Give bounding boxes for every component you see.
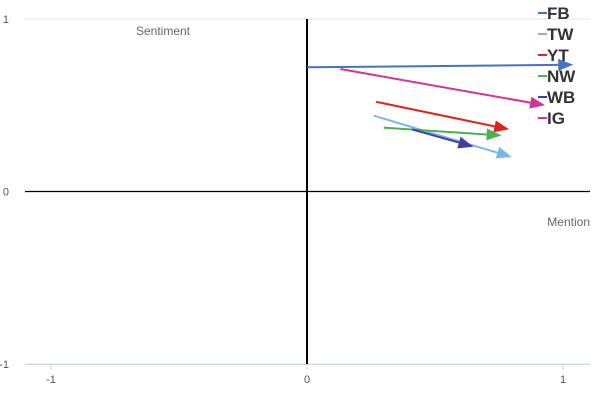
legend-label: FB [547, 4, 570, 23]
vector-arrowhead [493, 120, 510, 133]
x-tick-label: 1 [560, 374, 566, 386]
y-axis-title: Sentiment [136, 24, 191, 38]
legend-label: TW [547, 25, 574, 44]
x-tick-label: 0 [304, 374, 310, 386]
vector-yt [375, 100, 510, 133]
vector-tw [373, 114, 512, 159]
legend-label: IG [547, 109, 565, 128]
vector-series [306, 58, 574, 159]
vector-arrowhead [495, 146, 512, 159]
vector-line [306, 63, 559, 69]
vector-fb [306, 58, 574, 71]
x-tick-label: -1 [46, 374, 56, 386]
legend-item: IG [538, 109, 565, 128]
y-tick-label: -1 [0, 359, 9, 371]
vector-arrowhead [486, 128, 502, 141]
vector-line [340, 68, 531, 104]
legend: FB TW YT NW WB IG [538, 4, 576, 128]
vector-line [375, 100, 495, 128]
vector-wb [411, 128, 474, 149]
axes [25, 19, 590, 365]
tick-labels: -1 0 1 1 0 -1 [0, 14, 566, 386]
legend-item: FB [538, 4, 570, 23]
legend-item: TW [538, 25, 574, 44]
vector-ig [340, 68, 546, 109]
vector-line [373, 114, 498, 154]
vector-arrowhead [558, 58, 574, 71]
y-tick-label: 1 [3, 14, 9, 26]
legend-item: NW [538, 67, 576, 86]
vector-line [411, 128, 460, 144]
legend-item: WB [538, 88, 575, 107]
x-axis-title: Mention [547, 215, 590, 229]
vector-arrowhead [529, 96, 546, 109]
vector-nw [383, 126, 502, 141]
vector-arrowhead [457, 136, 474, 149]
y-tick-label: 0 [3, 187, 9, 199]
legend-item: YT [538, 46, 569, 65]
legend-label: NW [547, 67, 576, 86]
legend-label: YT [547, 46, 569, 65]
vector-line [383, 126, 487, 136]
legend-label: WB [547, 88, 575, 107]
